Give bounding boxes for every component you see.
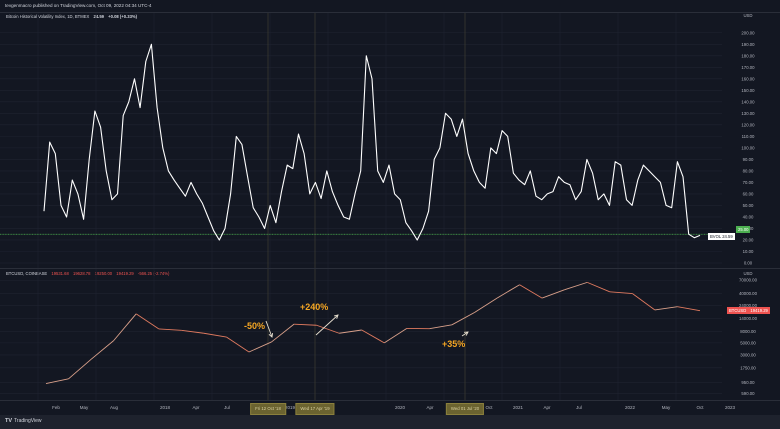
btcusd-chart[interactable]: 590.00 950.00 1750.00 3000.00 5000.00 8000.00… (0, 269, 780, 400)
svg-text:950.00: 950.00 (741, 380, 755, 385)
svg-text:100.00: 100.00 (741, 145, 755, 150)
tv-logo-icon: TV (5, 418, 13, 424)
time-tick: Jul (224, 405, 230, 410)
date-highlight-1: Fri 12 Oct '18 (250, 403, 286, 415)
volatility-legend: Bitcoin Historical Volatility Index, 1D,… (6, 14, 137, 19)
time-tick: Oct (485, 405, 493, 410)
svg-text:190.00: 190.00 (741, 42, 755, 47)
btcusd-legend: BTCUSD, COINBASE 19531.68 19628.78 19250… (6, 271, 169, 276)
publish-header: tevgenmacro published on TradingView.com… (0, 0, 780, 12)
svg-text:120.00: 120.00 (741, 122, 755, 127)
volatility-symbol: Bitcoin Historical Volatility Index, 1D,… (6, 14, 90, 19)
btcusd-pane[interactable]: BTCUSD, COINBASE 19531.68 19628.78 19250… (0, 268, 780, 400)
btc-tag-value: 19419.29 (750, 308, 768, 314)
time-tick: 2022 (624, 405, 636, 410)
svg-text:130.00: 130.00 (741, 111, 755, 116)
tradingview-logo[interactable]: TV TradingView (5, 418, 42, 424)
bvol-series-tag: BVOL 24.59 (708, 233, 735, 241)
svg-text:160.00: 160.00 (741, 76, 755, 81)
svg-text:90.00: 90.00 (743, 157, 754, 162)
svg-text:USD: USD (743, 13, 752, 18)
volatility-change: +0.08 (+0.33%) (108, 14, 138, 19)
annotation-plus-240: +240% (300, 302, 329, 312)
publish-line: tevgenmacro published on TradingView.com… (5, 3, 152, 8)
btcusd-low: 19250.00 (94, 271, 113, 276)
time-tick: Jul (576, 405, 582, 410)
svg-text:5000.00: 5000.00 (740, 340, 756, 345)
btc-tag-label: BTCUSD (729, 308, 747, 314)
svg-text:70000.00: 70000.00 (739, 278, 758, 283)
svg-text:10.00: 10.00 (743, 249, 754, 254)
svg-text:0.00: 0.00 (744, 261, 753, 266)
svg-text:140.00: 140.00 (741, 99, 755, 104)
date-highlight-2: Wed 17 Apr '19 (295, 403, 335, 415)
svg-text:150.00: 150.00 (741, 88, 755, 93)
annotation-minus-50: -50% (244, 321, 266, 331)
svg-text:110.00: 110.00 (742, 134, 755, 139)
time-tick: 2023 (724, 405, 736, 410)
svg-text:8000.00: 8000.00 (740, 329, 756, 334)
svg-text:590.00: 590.00 (741, 391, 755, 396)
svg-text:USD: USD (743, 271, 752, 276)
btcusd-high: 19628.78 (73, 271, 91, 276)
volatility-pane[interactable]: Bitcoin Historical Volatility Index, 1D,… (0, 12, 780, 268)
volatility-last: 24.59 (93, 14, 104, 19)
time-tick: May (661, 405, 671, 410)
time-tick: Apr (192, 405, 200, 410)
svg-text:40000.00: 40000.00 (739, 291, 758, 296)
annotation-plus-35: +35% (442, 339, 466, 349)
btcusd-change: -566.25 (-2.74%) (137, 271, 170, 276)
btcusd-series-tag: BTCUSD 19419.29 (727, 307, 770, 315)
svg-text:1750.00: 1750.00 (740, 365, 756, 370)
time-tick: Apr (426, 405, 434, 410)
time-tick: May (79, 405, 89, 410)
time-axis[interactable]: FebMayAug2018AprJul2019Aug2020AprOct2021… (0, 400, 780, 416)
svg-text:40.00: 40.00 (743, 214, 754, 219)
time-tick: Oct (696, 405, 704, 410)
hline-value-tag: 25.00 (736, 226, 751, 234)
bvol-tag-value: 24.59 (722, 234, 733, 240)
svg-text:20.00: 20.00 (743, 237, 754, 242)
time-tick: 2021 (512, 405, 524, 410)
time-tick: Feb (52, 405, 60, 410)
svg-text:80.00: 80.00 (743, 168, 754, 173)
time-tick: 2019 (284, 405, 296, 410)
volatility-chart[interactable]: 0.0010.0020.0030.0040.0050.0060.0070.008… (0, 13, 780, 268)
time-tick: Apr (543, 405, 551, 410)
svg-text:200.00: 200.00 (741, 30, 755, 35)
svg-text:24000.00: 24000.00 (739, 303, 758, 308)
footer-bar: TV TradingView (0, 415, 780, 429)
svg-text:70.00: 70.00 (743, 180, 754, 185)
time-tick: Aug (109, 405, 119, 410)
time-tick: 2018 (159, 405, 171, 410)
svg-text:170.00: 170.00 (741, 65, 755, 70)
svg-text:3000.00: 3000.00 (740, 352, 756, 357)
tv-brand: TradingView (14, 418, 42, 424)
btcusd-symbol: BTCUSD, COINBASE (6, 271, 48, 276)
btcusd-open: 19531.68 (51, 271, 69, 276)
svg-text:180.00: 180.00 (741, 53, 755, 58)
bvol-tag-label: BVOL (710, 234, 722, 240)
date-highlight-3: Wed 01 Jul '20 (445, 403, 485, 415)
svg-text:60.00: 60.00 (743, 191, 754, 196)
btcusd-close: 19419.29 (116, 271, 134, 276)
svg-text:50.00: 50.00 (743, 203, 754, 208)
svg-text:14000.00: 14000.00 (739, 316, 758, 321)
time-tick: 2020 (394, 405, 406, 410)
